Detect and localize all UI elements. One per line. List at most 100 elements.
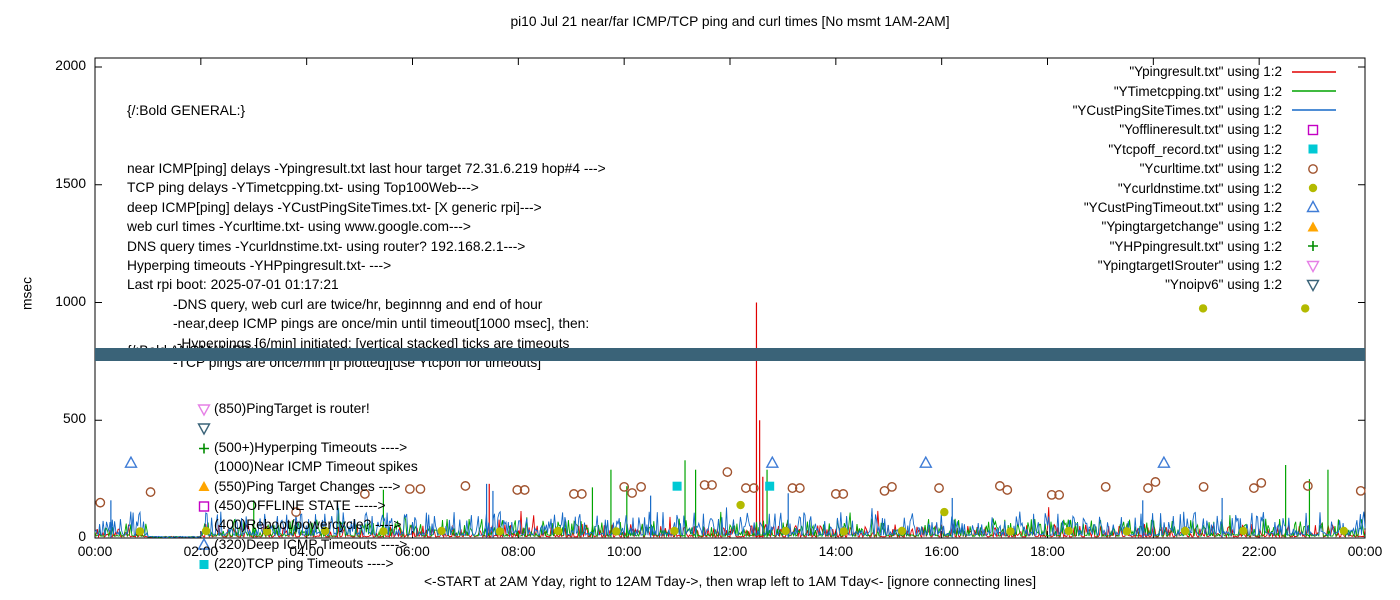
legend-item: "Ypingtargetchange" using 1:2 <box>1073 217 1338 236</box>
y-tick-label: 1000 <box>55 293 86 309</box>
x-tick-label: 22:00 <box>1241 544 1277 559</box>
anomaly-row: (500+)Hyperping Timeouts ----> <box>196 438 418 457</box>
general-line: -near,deep ICMP pings are once/min until… <box>127 316 590 332</box>
y-tick-label: 2000 <box>55 58 86 73</box>
general-line: Last rpi boot: 2025-07-01 01:17:21 <box>127 277 339 293</box>
legend-label: "YCustPingTimeout.txt" using 1:2 <box>1083 199 1282 215</box>
legend-item: "Yofflineresult.txt" using 1:2 <box>1073 120 1338 139</box>
square-fill-icon <box>199 559 209 569</box>
legend-label: "YCustPingSiteTimes.txt" using 1:2 <box>1072 102 1282 118</box>
general-header: {/:Bold GENERAL:} <box>127 102 246 118</box>
chart-title: pi10 Jul 21 near/far ICMP/TCP ping and c… <box>510 14 950 29</box>
anomaly-label: (550)Ping Target Changes ---> <box>214 478 401 494</box>
x-tick-label: 12:00 <box>712 544 748 559</box>
blank-icon <box>196 517 212 533</box>
legend-label: "Ypingtargetchange" using 1:2 <box>1101 219 1282 235</box>
legend-label: "Ycurltime.txt" using 1:2 <box>1139 161 1282 177</box>
series-line-YCustPingSiteTimes.txt <box>94 501 1366 538</box>
x-tick-label: 08:00 <box>501 544 536 559</box>
legend-item: "Ypingresult.txt" using 1:2 <box>1073 62 1338 81</box>
noipv6-band <box>95 348 1365 361</box>
legend-label: "Ycurldnstime.txt" using 1:2 <box>1117 180 1282 196</box>
general-line: web curl times -Ycurltime.txt- using www… <box>127 219 471 235</box>
y-tick-label: 1500 <box>55 175 86 191</box>
y-tick-label: 500 <box>62 411 86 427</box>
tri-up-fill-icon <box>198 481 210 492</box>
x-tick-label: 16:00 <box>924 544 959 559</box>
anomaly-label: (1000)Near ICMP Timeout spikes <box>214 459 418 475</box>
tri-down-open-sample-icon <box>1306 260 1320 273</box>
general-line: Hyperping timeouts -YHPpingresult.txt- -… <box>127 258 392 274</box>
anomaly-row <box>196 418 418 437</box>
legend-label: "YpingtargetISrouter" using 1:2 <box>1097 258 1282 274</box>
blank-icon <box>196 459 212 475</box>
anomaly-label: (220)TCP ping Timeouts ----> <box>214 556 394 572</box>
legend-item: "YpingtargetISrouter" using 1:2 <box>1073 256 1338 275</box>
line-sample-icon <box>1292 90 1336 92</box>
x-tick-label: 20:00 <box>1136 544 1171 559</box>
x-tick-label: 00:00 <box>1347 544 1383 559</box>
legend-item: "Ycurltime.txt" using 1:2 <box>1073 159 1338 178</box>
anomaly-rows: (850)PingTarget is router! (500+)Hyperpin… <box>196 399 418 574</box>
plus-sample-icon <box>1308 241 1318 252</box>
line-sample-icon <box>1292 109 1336 112</box>
tri-up-fill-sample-icon <box>1307 221 1319 232</box>
anomaly-row: (400)Reboot/powercycle? ----> <box>196 515 418 534</box>
x-tick-label: 18:00 <box>1030 544 1065 559</box>
anomaly-label: (320)Deep ICMP Timeouts ----> <box>214 536 408 552</box>
anomaly-label: (500+)Hyperping Timeouts ----> <box>214 439 408 455</box>
x-tick-label: 06:00 <box>395 544 430 559</box>
circle-fill-sample-icon <box>1308 183 1318 193</box>
general-line: -Hyperpings [6/min] initiated; [vertical… <box>127 335 570 351</box>
x-tick-label: 10:00 <box>606 544 642 559</box>
general-line: TCP ping delays -YTimetcpping.txt- using… <box>127 180 479 196</box>
general-line: -DNS query, web curl are twice/hr, begin… <box>127 296 543 312</box>
anomaly-label: (400)Reboot/powercycle? ----> <box>214 517 402 533</box>
y-tick-label: 0 <box>78 529 86 544</box>
x-tick-label: 14:00 <box>818 544 854 559</box>
legend-item: "Ytcpoff_record.txt" using 1:2 <box>1073 140 1338 159</box>
general-annotation-block: {/:Bold GENERAL:} near ICMP[ping] delays… <box>127 62 606 373</box>
legend-label: "Yofflineresult.txt" using 1:2 <box>1119 122 1282 138</box>
tri-down-open-icon <box>197 423 211 436</box>
circle-open-sample-icon <box>1308 163 1318 174</box>
anomaly-row: (320)Deep ICMP Timeouts ----> <box>196 535 418 554</box>
anomaly-label: (850)PingTarget is router! <box>214 401 370 417</box>
anomaly-row: (450)OFFLINE STATE -----> <box>196 496 418 515</box>
legend: "Ypingresult.txt" using 1:2 "YTimetcpping… <box>1073 62 1338 295</box>
tri-up-open-icon <box>197 538 211 551</box>
legend-item: "Ycurldnstime.txt" using 1:2 <box>1073 178 1338 197</box>
x-tick-label: 04:00 <box>289 544 324 559</box>
legend-label: "YHPpingresult.txt" using 1:2 <box>1109 238 1282 254</box>
tri-down-open-sample-icon <box>1306 279 1320 292</box>
legend-label: "YTimetcpping.txt" using 1:2 <box>1113 83 1282 99</box>
legend-item: "Ynoipv6" using 1:2 <box>1073 275 1338 294</box>
x-tick-label: 02:00 <box>183 544 219 559</box>
square-open-icon <box>198 500 210 512</box>
square-fill-sample-icon <box>1308 144 1318 154</box>
line-sample-icon <box>1292 70 1336 73</box>
anomaly-row: (550)Ping Target Changes ---> <box>196 477 418 496</box>
anomaly-row: (850)PingTarget is router! <box>196 399 418 418</box>
legend-item: "YCustPingSiteTimes.txt" using 1:2 <box>1073 101 1338 120</box>
legend-label: "Ypingresult.txt" using 1:2 <box>1129 64 1282 80</box>
legend-item: "YHPpingresult.txt" using 1:2 <box>1073 237 1338 256</box>
legend-item: "YTimetcpping.txt" using 1:2 <box>1073 81 1338 100</box>
tri-up-open-sample-icon <box>1306 200 1320 213</box>
anomaly-label: (450)OFFLINE STATE -----> <box>214 497 386 513</box>
tri-down-open-icon <box>197 404 211 417</box>
anomaly-row: (220)TCP ping Timeouts ----> <box>196 554 418 573</box>
x-tick-label: 00:00 <box>77 544 113 559</box>
square-open-sample-icon <box>1307 124 1319 136</box>
anomaly-row: (1000)Near ICMP Timeout spikes <box>196 457 418 476</box>
general-line: DNS query times -Ycurldnstime.txt- using… <box>127 238 526 254</box>
general-line: deep ICMP[ping] delays -YCustPingSiteTim… <box>127 199 542 215</box>
legend-label: "Ytcpoff_record.txt" using 1:2 <box>1108 141 1282 157</box>
general-line: near ICMP[ping] delays -Ypingresult.txt … <box>127 161 606 177</box>
legend-item: "YCustPingTimeout.txt" using 1:2 <box>1073 198 1338 217</box>
legend-label: "Ynoipv6" using 1:2 <box>1165 277 1282 293</box>
x-axis-caption: <-START at 2AM Yday, right to 12AM Tday-… <box>423 574 1037 589</box>
plus-icon <box>199 443 209 453</box>
